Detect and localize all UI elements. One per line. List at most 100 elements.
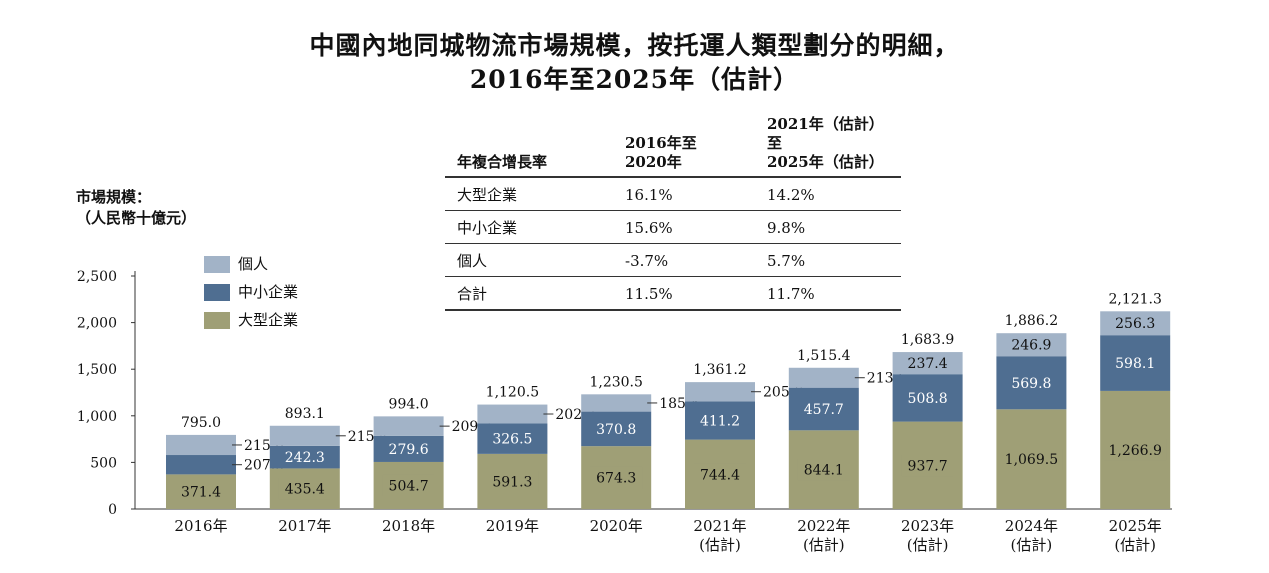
bar-segment — [581, 411, 652, 447]
cagr-row-total: 合計 11.5% 11.7% — [445, 276, 901, 311]
x-tick-label: (估計) — [1011, 536, 1053, 554]
x-tick-label: 2025年 — [1109, 517, 1162, 535]
label-backing — [175, 480, 227, 503]
cagr-header-period1-text: 2016年至 2020年 — [625, 134, 697, 171]
label-backing — [1000, 448, 1063, 471]
y-axis-unit-line2: （人民幣十億元） — [76, 209, 197, 227]
bar-segment — [996, 356, 1067, 410]
bar-value-label: 371.4 — [181, 485, 221, 501]
cagr-cell: 15.6% — [613, 210, 755, 244]
legend-label-sme: 中小企業 — [238, 283, 299, 301]
bar-value-label: 370.8 — [596, 422, 636, 438]
bar-segment — [1100, 311, 1171, 336]
legend-label-large: 大型企業 — [238, 311, 299, 329]
bar-segment — [892, 374, 963, 422]
cagr-cell: 11.7% — [755, 276, 901, 311]
bar-segment — [996, 333, 1067, 357]
label-backing — [797, 458, 850, 481]
y-tick-label: 500 — [90, 455, 117, 471]
cagr-row-label: 合計 — [445, 276, 613, 311]
bar-segment — [788, 367, 859, 388]
x-tick-label: 2023年 — [901, 517, 954, 535]
label-backing — [382, 474, 435, 497]
legend-item-large: 大型企業 — [204, 309, 298, 329]
bar-value-label: 411.2 — [700, 413, 740, 429]
x-tick-label: (估計) — [907, 536, 949, 554]
bar-value-label: 674.3 — [596, 471, 636, 487]
bar-total-label: 1,230.5 — [589, 374, 642, 390]
bar-total-label: 1,361.2 — [693, 362, 746, 378]
bar-segment — [1100, 335, 1171, 391]
cagr-header-period1: 2016年至 2020年 — [613, 113, 755, 178]
x-tick-label: 2018年 — [382, 517, 435, 535]
label-backing — [590, 466, 643, 489]
bar-segment — [788, 387, 859, 431]
cagr-cell: -3.7% — [613, 243, 755, 277]
bar-value-label: 508.8 — [908, 391, 948, 407]
cagr-header-label: 年複合增長率 — [445, 113, 613, 178]
bar-segment — [477, 423, 548, 454]
cagr-cell: 5.7% — [755, 243, 901, 277]
bar-segment — [685, 382, 755, 402]
chart-title-line2: 2016年至2025年（估計） — [469, 65, 800, 94]
y-tick-label: 2,500 — [77, 269, 117, 285]
cagr-header-period2-text: 2021年（估計）至 2025年（估計） — [767, 115, 884, 171]
bar-segment — [166, 434, 236, 456]
cagr-table: 年複合增長率 2016年至 2020年 2021年（估計）至 2025年（估計）… — [445, 113, 901, 311]
bar-total-label: 795.0 — [181, 415, 221, 431]
x-tick-label: (估計) — [803, 536, 845, 554]
y-axis-unit-line1: 市場規模： — [76, 188, 152, 206]
bar-value-label: 844.1 — [804, 463, 844, 479]
bar-value-label: 504.7 — [389, 478, 429, 494]
label-backing — [486, 470, 539, 493]
x-tick-label: (估計) — [1114, 536, 1156, 554]
bar-total-label: 1,886.2 — [1005, 313, 1058, 329]
bar-value-label: 435.4 — [285, 482, 325, 498]
bar-total-label: 893.1 — [285, 406, 325, 422]
bar-value-label: 242.3 — [285, 450, 325, 466]
bar-segment — [269, 445, 340, 469]
x-tick-label: 2017年 — [278, 517, 331, 535]
cagr-cell: 14.2% — [755, 176, 901, 211]
y-tick-label: 1,500 — [77, 362, 117, 378]
x-tick-label: 2022年 — [797, 517, 850, 535]
cagr-header-period2: 2021年（估計）至 2025年（估計） — [755, 113, 901, 178]
bar-total-label: 1,515.4 — [797, 348, 851, 364]
bar-segment — [685, 401, 755, 440]
cagr-cell: 9.8% — [755, 210, 901, 244]
bar-value-label: 937.7 — [908, 458, 948, 474]
cagr-table-header: 年複合增長率 2016年至 2020年 2021年（估計）至 2025年（估計） — [445, 113, 901, 178]
cagr-row-sme: 中小企業 15.6% 9.8% — [445, 210, 901, 244]
cagr-row-large: 大型企業 16.1% 14.2% — [445, 176, 901, 211]
bar-segment — [166, 455, 236, 475]
bar-value-label: 256.3 — [1115, 316, 1155, 332]
x-tick-label: 2024年 — [1005, 517, 1058, 535]
bar-value-label: 1,069.5 — [1005, 452, 1058, 468]
bar-value-label: 569.8 — [1011, 376, 1051, 392]
label-backing — [1104, 438, 1167, 461]
bar-value-label: 744.4 — [700, 467, 740, 483]
bar-total-label: 994.0 — [389, 396, 429, 412]
cagr-cell: 16.1% — [613, 176, 755, 211]
legend-swatch-large — [204, 311, 230, 329]
bar-segment — [581, 394, 652, 412]
x-tick-label: (估計) — [699, 536, 741, 554]
label-backing — [901, 454, 954, 477]
chart-title-line1: 中國內地同城物流市場規模，按托運人類型劃分的明細， — [309, 31, 960, 60]
bar-segment — [373, 416, 444, 436]
bar-segment — [269, 425, 340, 446]
legend-item-individual: 個人 — [204, 253, 268, 273]
x-tick-label: 2016年 — [174, 517, 227, 535]
x-tick-label: 2020年 — [590, 517, 643, 535]
label-backing — [694, 463, 746, 486]
bar-total-label: 1,120.5 — [486, 385, 539, 401]
y-tick-label: 2,000 — [77, 316, 117, 332]
bar-value-label: 591.3 — [492, 474, 532, 490]
bar-value-label: 326.5 — [492, 432, 532, 448]
x-tick-label: 2019年 — [486, 517, 539, 535]
bar-segment — [892, 352, 963, 375]
cagr-row-label: 中小企業 — [445, 210, 613, 244]
legend-item-sme: 中小企業 — [204, 281, 298, 301]
y-tick-label: 0 — [108, 502, 117, 518]
cagr-row-individual: 個人 -3.7% 5.7% — [445, 243, 901, 277]
